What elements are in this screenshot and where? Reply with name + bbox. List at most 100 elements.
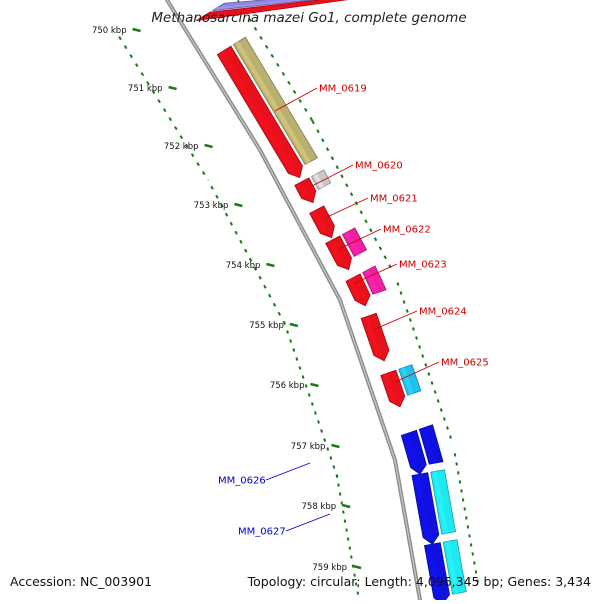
inner-tick-dot xyxy=(284,322,285,325)
outer-tick-dot xyxy=(294,90,296,93)
topology-text: Topology: circular; Length: 4,096,345 bp… xyxy=(248,574,591,589)
kbp-tick-label: 759 kbp xyxy=(312,563,347,573)
outer-tick-dot xyxy=(346,184,348,187)
inner-tick-dot xyxy=(330,457,331,460)
outer-tick-dot xyxy=(458,471,459,474)
inner-tick-dot xyxy=(216,195,218,198)
outer-tick-dot xyxy=(397,282,398,285)
outer-tick-dot xyxy=(444,417,445,420)
inner-tick-dot xyxy=(318,421,319,424)
gene-label-MM_0620[interactable]: MM_0620 xyxy=(355,161,403,172)
label-leader-MM_0627 xyxy=(286,514,330,531)
inner-tick-dot xyxy=(274,303,276,306)
inner-tick-dot xyxy=(348,538,349,541)
outer-tick-dot xyxy=(260,36,262,39)
label-leader-MM_0626 xyxy=(266,463,310,480)
inner-tick-dot xyxy=(338,484,339,487)
outer-tick-dot xyxy=(266,45,268,48)
outer-tick-dot xyxy=(468,525,469,528)
backbone-highlight xyxy=(167,0,420,600)
inner-tick-dot xyxy=(337,475,338,478)
outer-tick-dot xyxy=(428,372,429,375)
outer-tick-dot xyxy=(474,561,475,564)
outer-tick-dot xyxy=(419,345,420,348)
outer-tick-dot xyxy=(455,453,456,456)
outer-tick-dot xyxy=(450,435,451,438)
outer-tick-dot xyxy=(351,193,353,196)
gene-label-MM_0622[interactable]: MM_0622 xyxy=(383,225,431,236)
outer-tick-dot xyxy=(341,175,343,178)
inner-tick-dot xyxy=(259,276,261,279)
inner-tick-dot xyxy=(269,294,271,297)
outer-tick-dot xyxy=(277,63,279,66)
outer-tick-dot xyxy=(413,327,414,330)
kbp-tick-mark xyxy=(266,264,274,266)
kbp-tick-label: 755 kbp xyxy=(249,321,284,331)
inner-tick-dot xyxy=(358,592,359,595)
inner-tick-dot xyxy=(169,118,171,121)
outer-tick-dot xyxy=(463,498,464,501)
outer-tick-dot xyxy=(288,81,290,84)
inner-tick-dot xyxy=(175,127,177,130)
outer-tick-dot xyxy=(404,300,405,303)
kbp-tick-label: 753 kbp xyxy=(194,201,229,211)
outer-tick-dot xyxy=(336,166,338,169)
accession-text: Accession: NC_003901 xyxy=(10,574,152,589)
gene-label-MM_0625[interactable]: MM_0625 xyxy=(441,358,489,369)
inner-tick-dot xyxy=(164,109,166,112)
inner-tick-dot xyxy=(180,136,182,139)
inner-tick-dot xyxy=(158,100,160,103)
outer-tick-dot xyxy=(460,480,461,483)
inner-tick-dot xyxy=(235,231,237,234)
label-leader-MM_0621 xyxy=(325,198,368,218)
gene-label-MM_0619[interactable]: MM_0619 xyxy=(319,84,367,95)
outer-tick-dot xyxy=(401,291,402,294)
inner-tick-dot xyxy=(343,511,344,514)
outer-tick-dot xyxy=(438,399,439,402)
inner-tick-dot xyxy=(203,172,205,175)
inner-tick-dot xyxy=(296,358,297,361)
gene-label-MM_0624[interactable]: MM_0624 xyxy=(419,307,467,318)
inner-tick-dot xyxy=(226,213,228,216)
inner-tick-dot xyxy=(192,154,194,157)
outer-tick-dot xyxy=(380,247,382,250)
outer-tick-dot xyxy=(271,54,273,57)
inner-tick-dot xyxy=(245,249,247,252)
kbp-tick-mark xyxy=(169,87,177,89)
outer-tick-dot xyxy=(375,238,377,241)
inner-tick-dot xyxy=(341,502,342,505)
outer-tick-dot xyxy=(310,117,314,123)
map-title: Methanosarcina mazei Go1, complete genom… xyxy=(0,10,600,26)
inner-tick-dot xyxy=(351,556,352,559)
outer-tick-dot xyxy=(410,318,411,321)
kbp-tick-mark xyxy=(290,324,298,326)
outer-tick-dot xyxy=(407,309,408,312)
outer-tick-dot xyxy=(327,148,329,151)
inner-tick-dot xyxy=(293,349,294,352)
gene-label-MM_0621[interactable]: MM_0621 xyxy=(370,194,418,205)
outer-tick-dot xyxy=(476,570,477,573)
outer-tick-dot xyxy=(469,534,470,537)
outer-tick-dot xyxy=(461,489,462,492)
inner-tick-dot xyxy=(315,412,316,415)
inner-tick-dot xyxy=(346,529,347,532)
outer-tick-dot xyxy=(466,516,467,519)
kbp-tick-label: 750 kbp xyxy=(92,26,127,36)
outer-tick-dot xyxy=(464,507,465,510)
outer-tick-dot xyxy=(255,27,257,30)
inner-tick-dot xyxy=(231,222,233,225)
outer-tick-dot xyxy=(422,354,423,357)
outer-tick-dot xyxy=(471,543,472,546)
inner-tick-dot xyxy=(287,331,288,334)
outer-tick-dot xyxy=(370,229,372,232)
gene-label-MM_0627[interactable]: MM_0627 xyxy=(238,527,286,538)
gene-label-MM_0623[interactable]: MM_0623 xyxy=(399,260,447,271)
outer-tick-dot xyxy=(472,552,473,555)
inner-tick-dot xyxy=(321,430,322,433)
gene-label-MM_0626[interactable]: MM_0626 xyxy=(218,476,266,487)
inner-tick-dot xyxy=(279,312,281,315)
inner-tick-dot xyxy=(290,340,291,343)
